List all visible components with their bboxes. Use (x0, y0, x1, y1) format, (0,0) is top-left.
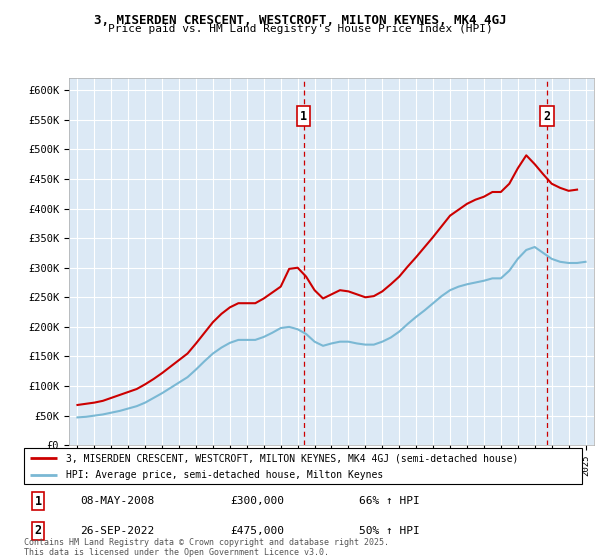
Text: £300,000: £300,000 (230, 496, 284, 506)
FancyBboxPatch shape (24, 448, 582, 484)
Text: 50% ↑ HPI: 50% ↑ HPI (359, 526, 419, 536)
Text: 66% ↑ HPI: 66% ↑ HPI (359, 496, 419, 506)
Text: 3, MISERDEN CRESCENT, WESTCROFT, MILTON KEYNES, MK4 4GJ: 3, MISERDEN CRESCENT, WESTCROFT, MILTON … (94, 14, 506, 27)
Text: HPI: Average price, semi-detached house, Milton Keynes: HPI: Average price, semi-detached house,… (66, 470, 383, 480)
Text: Price paid vs. HM Land Registry's House Price Index (HPI): Price paid vs. HM Land Registry's House … (107, 24, 493, 34)
Text: £475,000: £475,000 (230, 526, 284, 536)
Text: 2: 2 (34, 524, 41, 538)
Text: 1: 1 (300, 110, 307, 123)
Text: 26-SEP-2022: 26-SEP-2022 (80, 526, 154, 536)
Text: 2: 2 (544, 110, 551, 123)
Text: 08-MAY-2008: 08-MAY-2008 (80, 496, 154, 506)
Text: Contains HM Land Registry data © Crown copyright and database right 2025.
This d: Contains HM Land Registry data © Crown c… (24, 538, 389, 557)
Text: 3, MISERDEN CRESCENT, WESTCROFT, MILTON KEYNES, MK4 4GJ (semi-detached house): 3, MISERDEN CRESCENT, WESTCROFT, MILTON … (66, 453, 518, 463)
Text: 1: 1 (34, 494, 41, 508)
